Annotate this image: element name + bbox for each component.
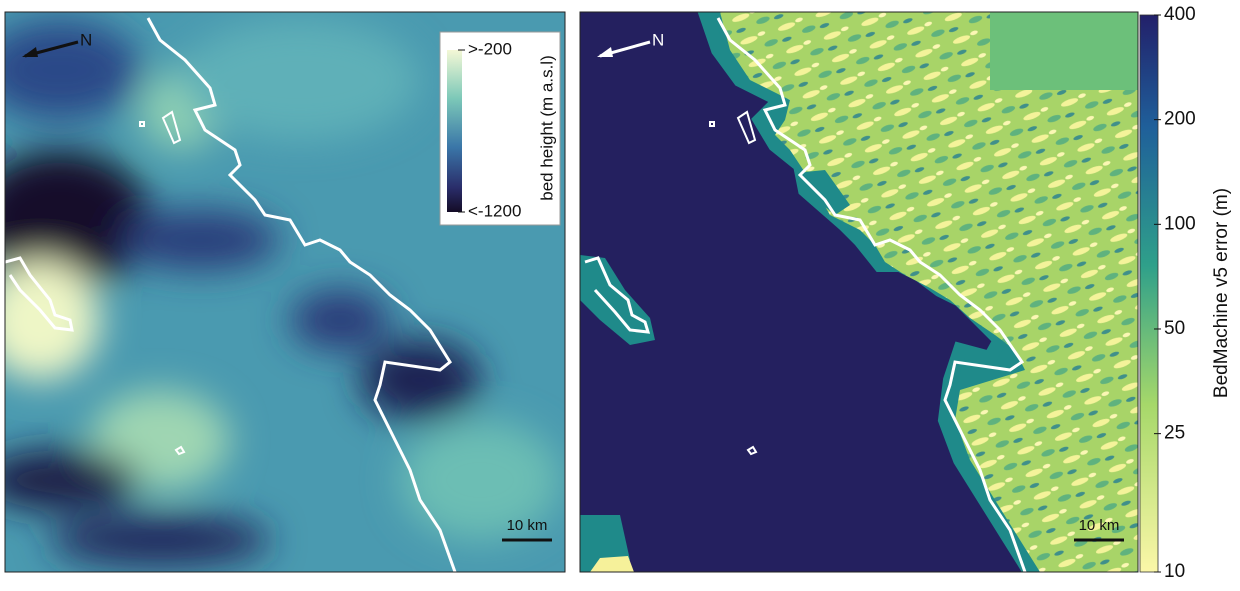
colorbar-label: BedMachine v5 error (m) (1211, 188, 1232, 398)
colorbar-tick-label: 400 (1164, 4, 1196, 25)
error-map (580, 12, 1138, 572)
colorbar-tick-label: >-200 (468, 39, 512, 58)
colorbar (447, 50, 462, 212)
figure: bed height (m a.s.l) N 10 km N 10 km Bed… (0, 0, 1240, 586)
page: bed height (m a.s.l) N 10 km N 10 km Bed… (0, 0, 1240, 591)
north-label: N (652, 30, 664, 49)
colorbar-tick-label: 100 (1164, 213, 1196, 234)
scale-bar-label: 10 km (1079, 517, 1120, 534)
colorbar-tick-label: 200 (1164, 109, 1196, 130)
colorbar-tick-label: <-1200 (468, 201, 521, 220)
scale-bar-label: 10 km (507, 517, 548, 534)
colorbar (1140, 15, 1158, 572)
colorbar-tick-label: 50 (1164, 318, 1185, 339)
north-label: N (80, 30, 92, 49)
colorbar-label: bed height (m a.s.l) (537, 55, 556, 201)
colorbar-tick-label: 10 (1164, 561, 1185, 582)
colorbar-tick-label: 25 (1164, 423, 1185, 444)
error-block (990, 12, 1138, 90)
